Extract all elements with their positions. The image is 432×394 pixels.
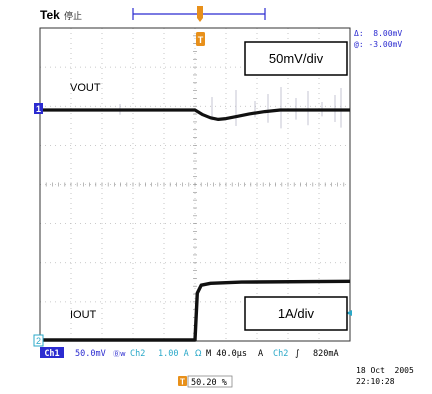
trigger-position-icon: T xyxy=(180,378,185,387)
cursor-delta-readout: Δ: 8.00mV xyxy=(354,29,402,38)
trigger-level: 820mA xyxy=(313,349,339,359)
time-label: 22:10:28 xyxy=(356,377,395,386)
timebase: M 40.0µs xyxy=(206,349,247,359)
run-state-label: 停止 xyxy=(64,10,82,22)
record-window-indicator xyxy=(132,6,266,22)
acquire-mode: A xyxy=(258,349,263,359)
svg-text:T: T xyxy=(198,35,204,45)
ch2-badge: Ch2 xyxy=(130,349,145,359)
ch1-scale: 50.0mV xyxy=(75,349,106,359)
trigger-position-value: 50.20 % xyxy=(191,378,227,388)
trigger-slope-icon: ∫ xyxy=(295,349,300,359)
svg-text:1: 1 xyxy=(36,104,41,114)
svg-text:50mV/div: 50mV/div xyxy=(269,51,324,66)
trigger-marker: T xyxy=(196,32,205,46)
svg-text:2: 2 xyxy=(36,336,41,346)
trigger-level-marker xyxy=(346,310,352,316)
vout-scale-box: 50mV/div xyxy=(244,41,348,76)
iout-scale-box: 1A/div xyxy=(244,296,348,331)
vout-trace xyxy=(40,108,350,121)
trigger-source: Ch2 xyxy=(273,349,288,359)
status-bar: Ch1 50.0mV Ⓑw Ch2 1.00 A Ω M 40.0µs A Ch… xyxy=(40,347,339,359)
ch2-scale: 1.00 A xyxy=(158,349,189,359)
ch1-badge: Ch1 xyxy=(44,349,59,359)
trace-noise xyxy=(119,87,342,129)
ch2-ground-marker[interactable]: 2 xyxy=(33,334,44,347)
cursor-abs-readout: @: -3.00mV xyxy=(354,40,402,49)
ch1-ground-marker[interactable]: 1 xyxy=(34,103,43,114)
iout-trace xyxy=(40,279,351,342)
iout-label: IOUT xyxy=(70,309,97,321)
trigger-position-readout: T 50.20 % xyxy=(178,375,233,388)
graticule xyxy=(39,27,351,342)
ch2-coupling: Ω xyxy=(195,349,202,359)
brand-label: Tek xyxy=(40,8,60,22)
vout-label: VOUT xyxy=(70,82,101,94)
svg-text:1A/div: 1A/div xyxy=(278,306,315,321)
ch1-coupling: Ⓑw xyxy=(113,350,126,358)
date-label: 18 Oct 2005 xyxy=(356,366,414,375)
